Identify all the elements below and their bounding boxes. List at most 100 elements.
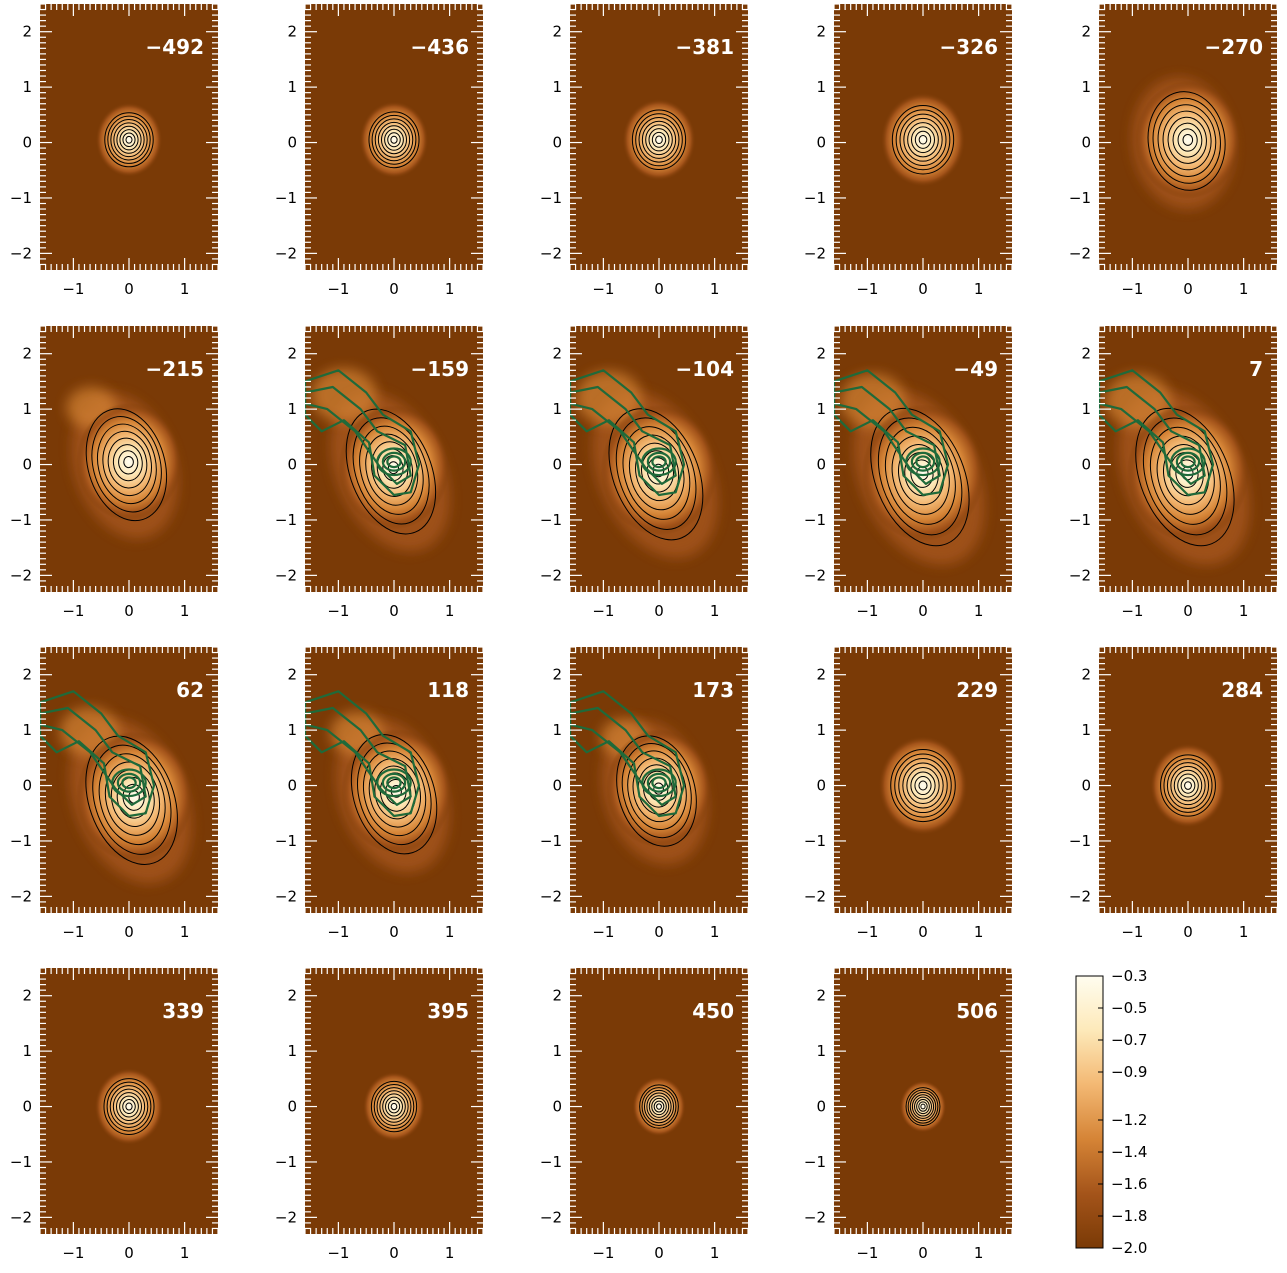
x-tick-label: 0 xyxy=(918,923,928,941)
contour-line xyxy=(106,1081,152,1132)
y-tick-label: 1 xyxy=(22,1042,32,1060)
panel-image xyxy=(95,102,163,178)
panel-label: 229 xyxy=(956,678,998,702)
contour-line xyxy=(621,743,692,839)
frame-ticks xyxy=(304,646,484,913)
contour-line xyxy=(907,1089,939,1124)
y-tick-label: 2 xyxy=(287,987,297,1005)
contour-line xyxy=(85,408,168,522)
contour-line xyxy=(113,122,145,158)
y-tick-label: −1 xyxy=(1069,511,1091,529)
contour-line xyxy=(350,734,438,855)
y-tick-label: −2 xyxy=(10,1208,32,1226)
y-tick-label: −1 xyxy=(10,1153,32,1171)
y-tick-label: −2 xyxy=(1069,244,1091,262)
y-tick-label: 1 xyxy=(1081,78,1091,96)
x-tick-label: 0 xyxy=(654,1244,664,1262)
panel-label: −492 xyxy=(145,35,204,59)
x-tick-label: 1 xyxy=(710,280,720,298)
y-tick-label: 2 xyxy=(816,23,826,41)
contour-line xyxy=(643,1089,675,1124)
contour-line xyxy=(125,1102,133,1111)
y-tick-label: 0 xyxy=(1081,777,1091,795)
x-tick-label: −1 xyxy=(327,1244,349,1262)
x-tick-label: 1 xyxy=(180,602,190,620)
contour-line xyxy=(918,1101,928,1112)
x-tick-label: 0 xyxy=(1183,602,1193,620)
y-tick-label: 1 xyxy=(816,721,826,739)
y-tick-label: 1 xyxy=(22,400,32,418)
x-tick-label: 0 xyxy=(124,602,134,620)
y-tick-label: 0 xyxy=(287,134,297,152)
green-contour-line xyxy=(386,455,402,469)
y-tick-label: 2 xyxy=(287,23,297,41)
contour-line xyxy=(642,770,673,808)
tail-emission xyxy=(576,371,642,425)
contour-line xyxy=(907,122,939,158)
frame-ticks xyxy=(833,325,1013,592)
y-tick-label: −2 xyxy=(1069,566,1091,584)
contour-line xyxy=(884,426,956,525)
y-tick-label: 0 xyxy=(816,134,826,152)
contour-line xyxy=(627,750,687,830)
green-contour-line xyxy=(1180,455,1196,469)
x-tick-label: 1 xyxy=(445,923,455,941)
contour-line xyxy=(616,735,697,847)
y-tick-label: −1 xyxy=(1069,189,1091,207)
contour-line xyxy=(914,1096,932,1117)
panel-image xyxy=(622,98,696,181)
green-contours xyxy=(305,690,421,818)
panel: 506 −1 0 1 −2 −1 0 1 2 xyxy=(804,967,1013,1262)
y-tick-label: −2 xyxy=(275,887,297,905)
x-tick-label: 1 xyxy=(180,1244,190,1262)
black-contours xyxy=(890,749,956,823)
frame-ticks xyxy=(569,967,749,1234)
panel-image xyxy=(632,1076,686,1137)
colorbar-tick-label: −1.4 xyxy=(1111,1143,1147,1161)
x-tick-label: −1 xyxy=(856,280,878,298)
y-tick-label: −2 xyxy=(540,566,562,584)
x-tick-label: −1 xyxy=(592,923,614,941)
panel-image xyxy=(1099,369,1250,565)
y-tick-label: 2 xyxy=(22,23,32,41)
contour-line xyxy=(373,1083,415,1130)
emission-core xyxy=(359,101,429,179)
contour-line xyxy=(890,749,956,823)
contour-line xyxy=(1162,110,1212,171)
green-contour-line xyxy=(40,706,147,806)
emission-core xyxy=(622,98,696,181)
emission-core xyxy=(880,92,966,187)
panel-image xyxy=(1150,743,1226,828)
y-tick-label: 1 xyxy=(1081,721,1091,739)
y-tick-label: −1 xyxy=(804,1153,826,1171)
y-tick-label: −2 xyxy=(275,244,297,262)
panel-label: −104 xyxy=(675,357,734,381)
frame-ticks xyxy=(833,3,1013,270)
colorbar: −0.3 −0.5 −0.7 −0.9 −1.2 −1.4 −1.6 −1.8 −2.0 xyxy=(1075,967,1147,1257)
y-tick-label: 2 xyxy=(552,23,562,41)
green-contour-line xyxy=(121,776,137,790)
green-contour-line xyxy=(305,385,412,485)
contour-line xyxy=(638,116,680,163)
y-tick-label: −2 xyxy=(1069,887,1091,905)
x-tick-label: 1 xyxy=(710,1244,720,1262)
panel-image xyxy=(305,690,453,873)
y-tick-label: 2 xyxy=(1081,23,1091,41)
green-contour-line xyxy=(834,385,941,485)
green-contour-line xyxy=(651,776,667,790)
y-tick-label: 1 xyxy=(552,721,562,739)
contour-line xyxy=(371,441,414,497)
panel-label: 506 xyxy=(956,999,998,1023)
y-tick-label: 0 xyxy=(552,456,562,474)
y-tick-label: 1 xyxy=(22,721,32,739)
contour-line xyxy=(357,742,432,846)
contour-line xyxy=(368,111,420,169)
contour-line xyxy=(125,135,133,144)
y-tick-label: −2 xyxy=(804,1208,826,1226)
contour-line xyxy=(92,744,172,855)
panel: −436 −1 0 1 −2 −1 0 1 2 xyxy=(275,3,484,298)
contour-line xyxy=(110,119,148,161)
panel-label: −326 xyxy=(939,35,998,59)
y-tick-label: −1 xyxy=(275,189,297,207)
